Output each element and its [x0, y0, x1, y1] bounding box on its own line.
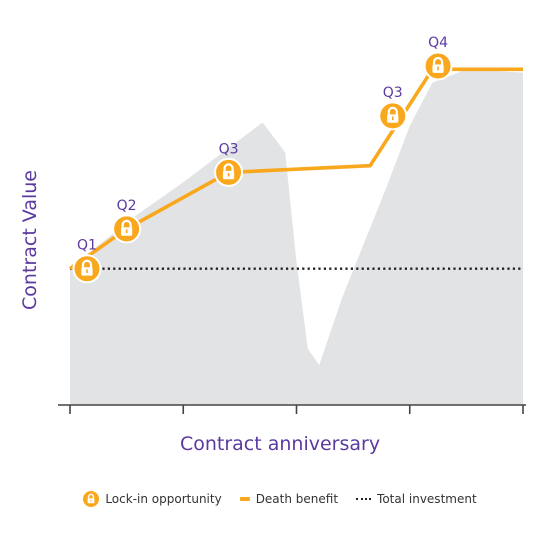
lock-in-label: Q3: [219, 141, 239, 157]
lock-keyhole: [86, 269, 88, 273]
legend-swatch-total-investment: [356, 498, 372, 502]
legend: Lock-in opportunity Death benefit Total …: [0, 491, 560, 507]
lock-in-label: Q4: [428, 35, 448, 51]
legend-item-lock-in: Lock-in opportunity: [83, 491, 222, 507]
legend-label-total-investment: Total investment: [377, 492, 477, 506]
y-axis-label: Contract Value: [19, 170, 41, 310]
lock-keyhole: [391, 116, 394, 121]
lock-shackle: [121, 219, 132, 228]
legend-item-death-benefit: Death benefit: [239, 492, 339, 506]
contract-value-area: [70, 69, 523, 406]
lock-shackle: [81, 259, 93, 268]
lock-in-label: Q3: [383, 85, 403, 101]
lock-in-label: Q1: [77, 238, 97, 254]
lock-icon: [83, 491, 100, 507]
lock-keyhole: [227, 172, 230, 177]
lock-keyhole: [437, 66, 439, 71]
lock-shackle: [223, 163, 234, 172]
lock-keyhole: [125, 229, 128, 234]
y-axis-title: Contract Value: [19, 170, 41, 310]
legend-swatch-death-benefit: [239, 497, 250, 501]
legend-item-total-investment: Total investment: [356, 492, 477, 506]
legend-label-death-benefit: Death benefit: [255, 492, 339, 506]
lock-in-label: Q2: [117, 198, 137, 214]
lock-shackle: [432, 56, 444, 65]
lock-shackle: [387, 106, 398, 115]
legend-label-lock-in: Lock-in opportunity: [105, 492, 222, 506]
chart-plot: Q1 Q2 Q3 Q3 Q4: [58, 35, 526, 414]
x-axis-title: Contract anniversary: [179, 433, 381, 455]
